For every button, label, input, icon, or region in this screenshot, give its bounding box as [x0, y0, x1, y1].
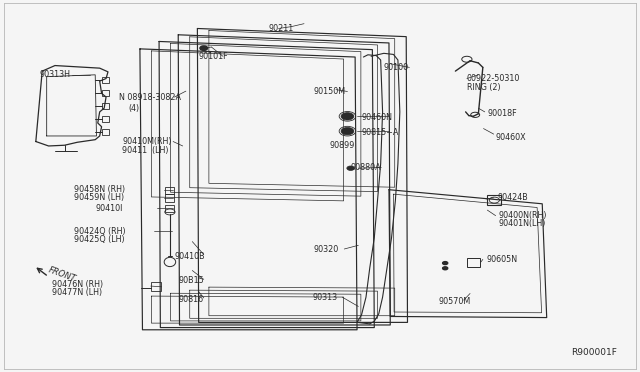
Circle shape [341, 113, 354, 120]
Text: 90476N (RH): 90476N (RH) [52, 280, 103, 289]
Text: 90880A: 90880A [351, 163, 381, 172]
Text: RING (2): RING (2) [467, 83, 500, 92]
Circle shape [200, 46, 207, 50]
Bar [166, 205, 174, 212]
Text: 90458N (RH): 90458N (RH) [74, 185, 125, 194]
Bar [166, 187, 174, 194]
Text: 90150M: 90150M [314, 87, 346, 96]
Text: 90424Q (RH): 90424Q (RH) [74, 227, 125, 236]
Text: 90018F: 90018F [487, 109, 517, 118]
Text: (4): (4) [129, 104, 140, 113]
Text: 90460X: 90460X [495, 133, 526, 142]
Text: 90425Q (LH): 90425Q (LH) [74, 235, 125, 244]
Text: 90477N (LH): 90477N (LH) [52, 288, 102, 297]
Circle shape [443, 267, 448, 270]
Text: 90459N (LH): 90459N (LH) [74, 193, 124, 202]
Text: 90410I: 90410I [95, 204, 123, 213]
Text: 90815+A: 90815+A [362, 128, 399, 137]
Bar [487, 195, 501, 205]
Bar [102, 129, 109, 135]
Bar [467, 257, 479, 267]
Text: 90101F: 90101F [198, 52, 228, 61]
Bar [102, 103, 109, 109]
Bar [151, 282, 161, 291]
Text: FRONT: FRONT [47, 265, 77, 283]
Text: 90400N(RH): 90400N(RH) [499, 211, 547, 220]
Text: 90B15: 90B15 [178, 276, 204, 285]
Bar [102, 77, 109, 83]
Circle shape [443, 262, 448, 264]
Text: 90211: 90211 [269, 24, 294, 33]
Text: 90313H: 90313H [39, 70, 70, 79]
Text: 90460N: 90460N [362, 113, 392, 122]
Text: 90100: 90100 [384, 63, 409, 72]
Circle shape [341, 128, 354, 135]
Text: N 08918-3082A: N 08918-3082A [119, 93, 181, 102]
Circle shape [347, 166, 355, 170]
Text: 90320: 90320 [314, 244, 339, 253]
Text: 90410M(RH): 90410M(RH) [122, 137, 172, 146]
Text: 90570M: 90570M [438, 297, 470, 306]
Bar [102, 116, 109, 122]
Text: 90424B: 90424B [497, 193, 528, 202]
Bar [102, 90, 109, 96]
Text: 90899: 90899 [330, 141, 355, 150]
Bar [166, 194, 174, 202]
Text: 90410B: 90410B [174, 252, 205, 261]
Text: 90313: 90313 [312, 294, 337, 302]
Text: 90816: 90816 [178, 295, 204, 304]
Text: R900001F: R900001F [571, 348, 617, 357]
Text: 90605N: 90605N [486, 255, 517, 264]
Text: 90401N(LH): 90401N(LH) [499, 219, 546, 228]
Text: 00922-50310: 00922-50310 [467, 74, 520, 83]
Text: 90411  (LH): 90411 (LH) [122, 145, 168, 154]
